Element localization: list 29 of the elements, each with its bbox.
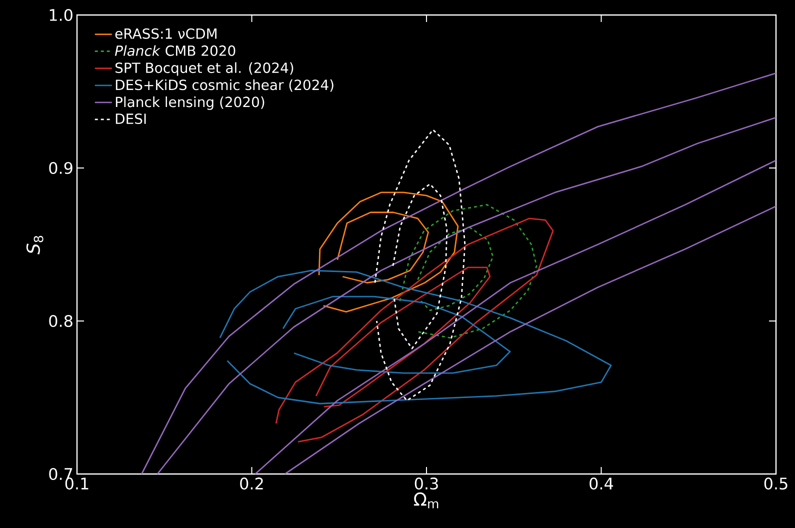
x-axis-title: Ω$_{m}$ bbox=[414, 492, 438, 508]
x-tick-label: 0.4 bbox=[590, 478, 614, 490]
x-tick-label: 0.1 bbox=[65, 478, 88, 490]
line-series bbox=[336, 212, 429, 284]
x-tick-label: 0.3 bbox=[414, 478, 438, 490]
line-series bbox=[392, 183, 448, 350]
y-tick-label: 1.0 bbox=[50, 8, 72, 22]
x-tick-label: 0.5 bbox=[764, 478, 788, 490]
legend-label: DES+KiDS cosmic shear (2024) bbox=[116, 79, 334, 92]
line-series bbox=[374, 129, 466, 402]
legend-label: Planck lensing (2020) bbox=[116, 96, 264, 110]
line-series bbox=[399, 204, 538, 339]
line-series bbox=[284, 206, 776, 474]
legend-label: SPT Bocquet et al. (2024) bbox=[115, 62, 294, 76]
line-series bbox=[315, 266, 491, 408]
y-tick-label: 0.9 bbox=[49, 162, 72, 174]
line-series bbox=[282, 296, 511, 374]
line-series bbox=[417, 226, 494, 311]
y-tick-label: 0.8 bbox=[49, 314, 72, 328]
legend-label: DESI bbox=[116, 113, 146, 124]
legend-label: Planck CMB 2020 bbox=[114, 45, 236, 56]
line-series bbox=[219, 270, 612, 404]
line-series bbox=[254, 160, 776, 474]
x-tick-label: 0.2 bbox=[240, 478, 263, 490]
line-series bbox=[275, 218, 554, 443]
y-axis-title: S$_{8}$ bbox=[26, 236, 44, 254]
line-series bbox=[318, 192, 459, 313]
y-tick-label: 0.7 bbox=[49, 468, 72, 480]
legend-label: eRASS:1 νCDM bbox=[115, 28, 216, 39]
